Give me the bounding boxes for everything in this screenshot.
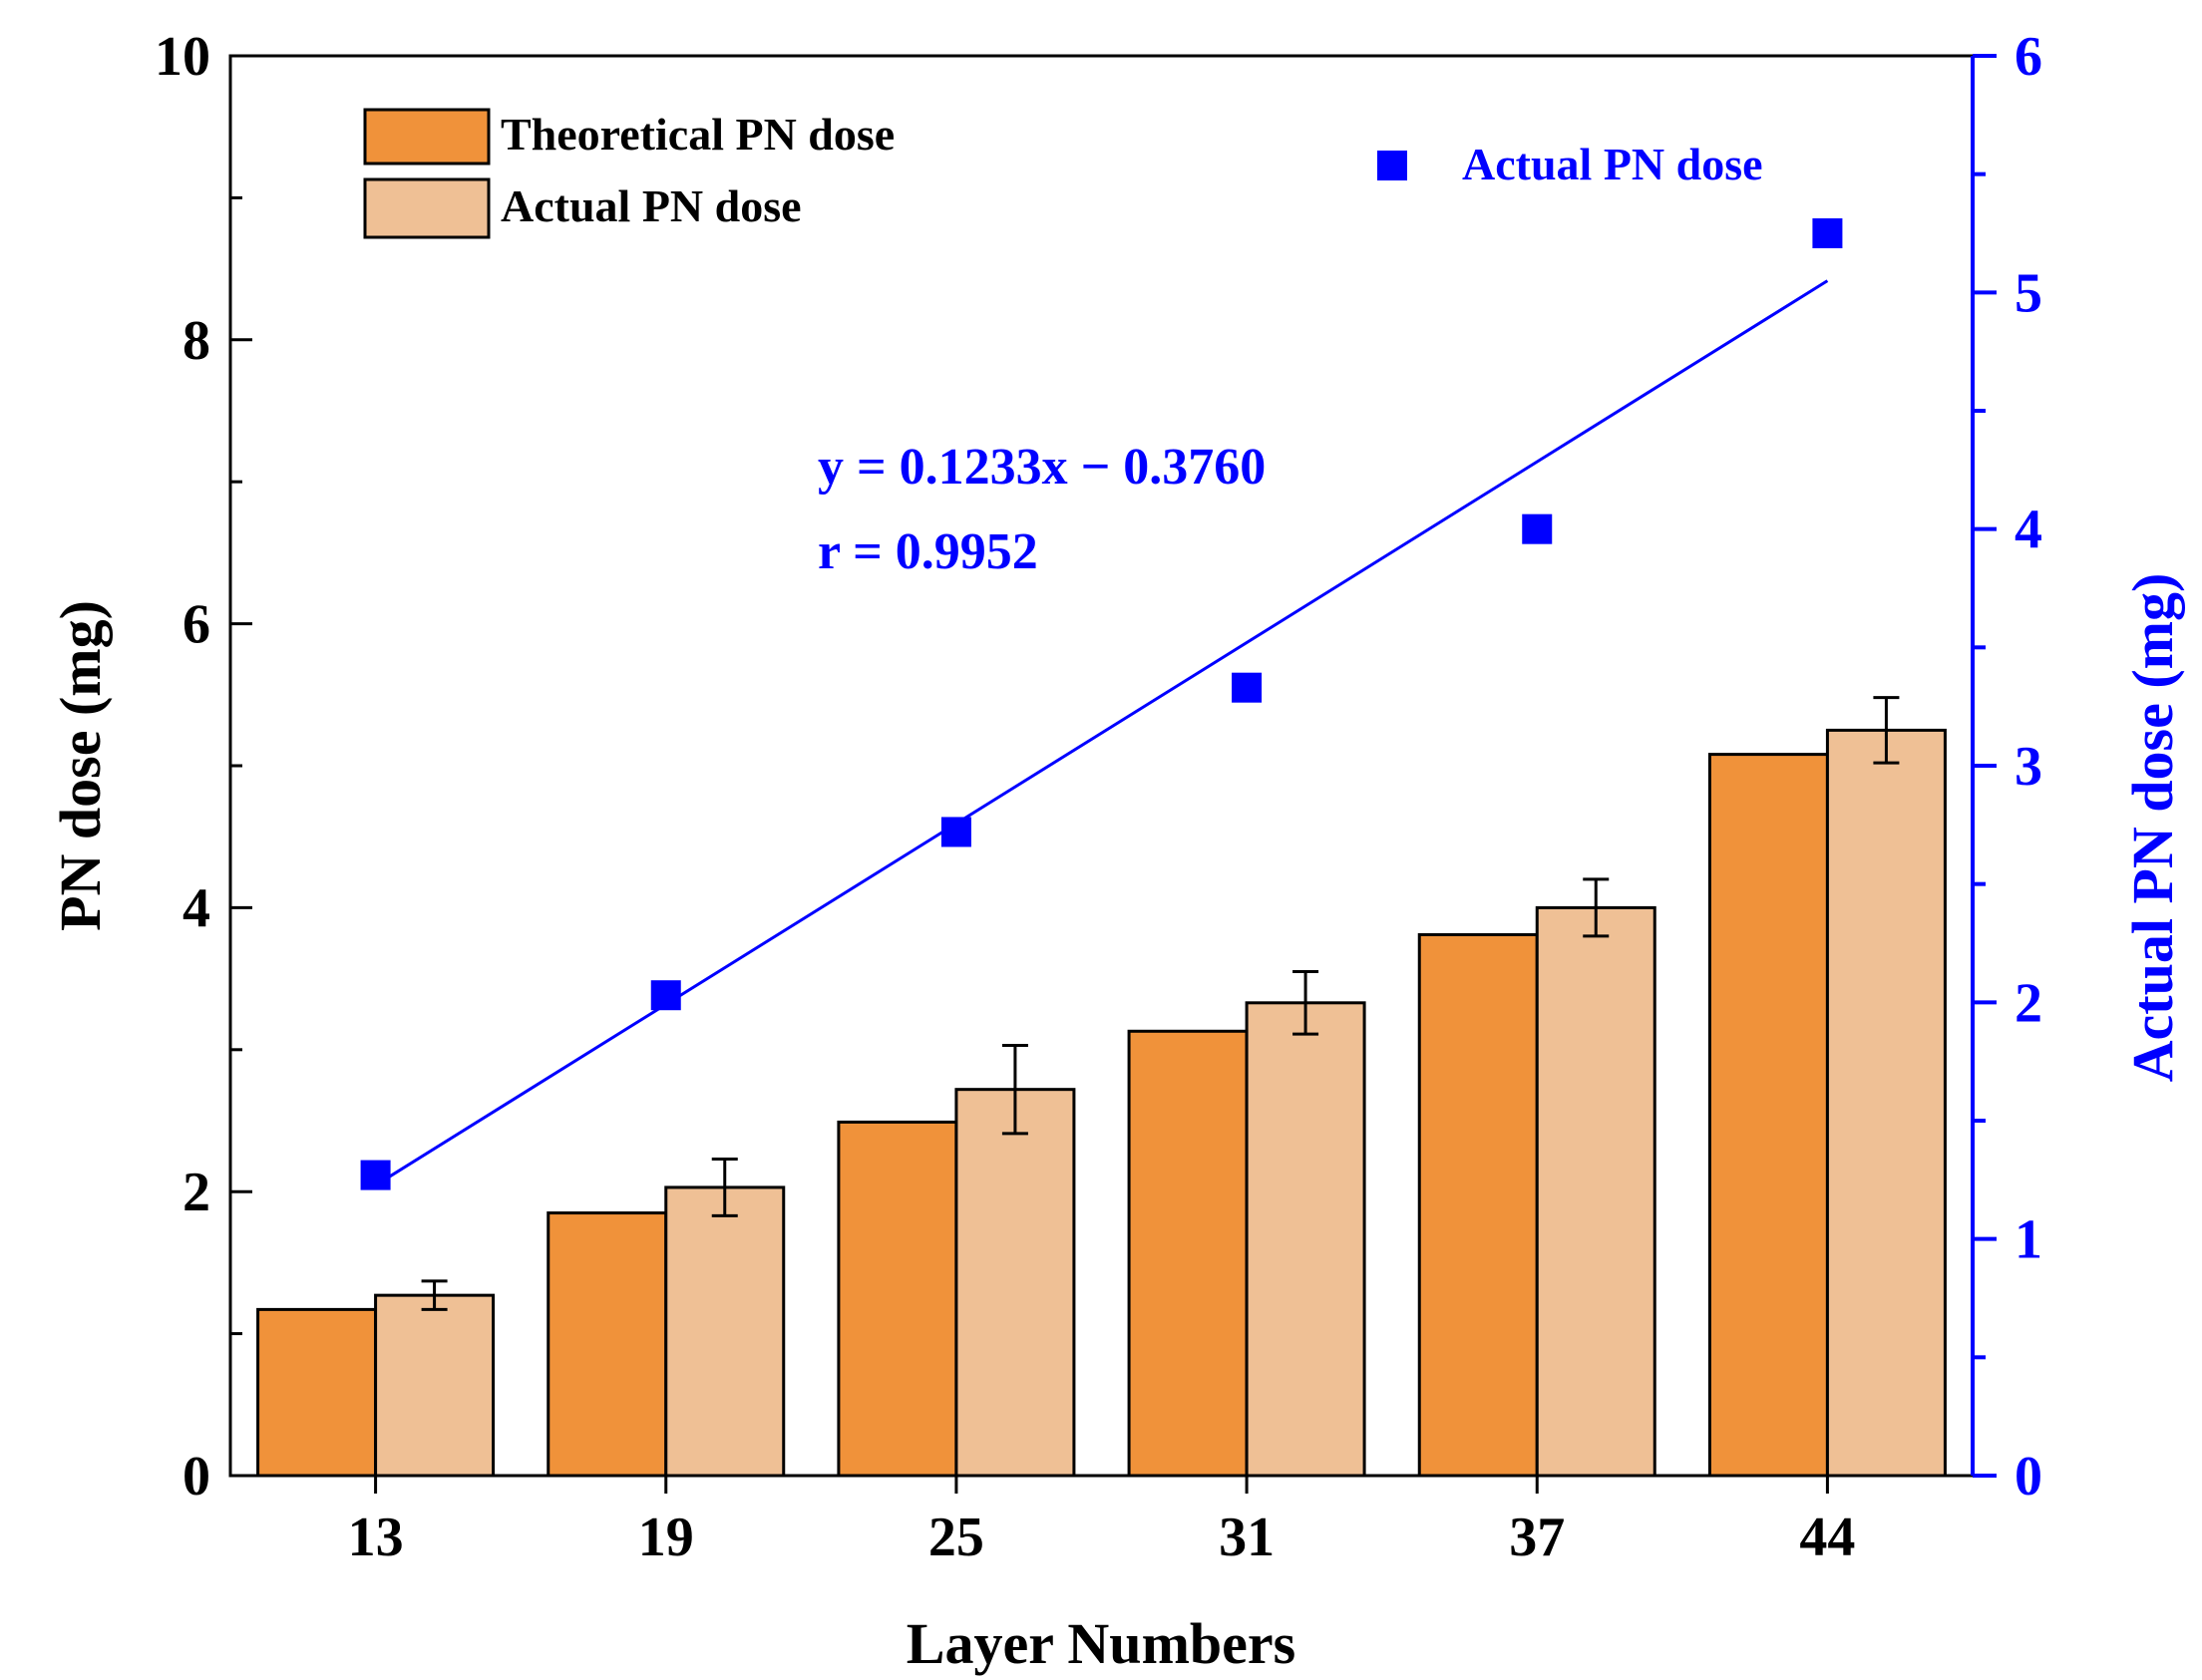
legend-swatch-theoretical	[363, 108, 491, 166]
scatter-point-13	[360, 1160, 391, 1190]
scatter-layer	[360, 218, 1843, 1190]
scatter-point-19	[650, 980, 681, 1011]
right-axis-ticks: 0 1 2 3 4 5 6	[1973, 26, 2042, 1508]
legend-marker-scatter	[1377, 151, 1407, 180]
y-tick-label-6: 6	[183, 594, 210, 656]
bar-actual-37	[1535, 905, 1656, 1478]
bar-actual-44	[1825, 728, 1947, 1478]
bar-theoretical-44	[1707, 753, 1829, 1478]
x-tick-label-37: 37	[1509, 1507, 1565, 1568]
y2-tick-label-3: 3	[2015, 736, 2042, 798]
bar-theoretical-25	[837, 1120, 958, 1478]
bar-actual-19	[664, 1185, 786, 1478]
y2-tick-label-0: 0	[2015, 1446, 2042, 1508]
left-axis-ticks: 0 2 4 6 8 10	[155, 26, 252, 1508]
legend-label-scatter: Actual PN dose	[1462, 139, 1763, 189]
y2-tick-label-1: 1	[2015, 1209, 2042, 1271]
x-axis-ticks: 13 19 25 31 37 44	[348, 1476, 1855, 1568]
bar-theoretical-19	[547, 1211, 668, 1478]
y2-axis-title: Actual PN dose (mg)	[2120, 573, 2185, 1083]
bar-actual-25	[954, 1088, 1076, 1478]
fit-r-value: r = 0.9952	[818, 523, 1038, 580]
x-axis-title: Layer Numbers	[907, 1611, 1295, 1676]
legend-label-theoretical: Theoretical PN dose	[501, 109, 895, 160]
errorbar-layer	[421, 696, 1900, 1311]
y2-tick-label-4: 4	[2015, 500, 2042, 561]
y-tick-label-8: 8	[183, 310, 210, 372]
x-tick-label-31: 31	[1219, 1507, 1275, 1568]
bar-theoretical-31	[1127, 1029, 1249, 1478]
scatter-legend: Actual PN dose	[1377, 139, 1763, 189]
bar-theoretical-37	[1417, 932, 1539, 1478]
x-tick-label-25: 25	[928, 1507, 984, 1568]
legend-label-actual: Actual PN dose	[501, 180, 802, 231]
scatter-point-25	[940, 817, 971, 847]
x-tick-label-13: 13	[348, 1507, 404, 1568]
y-tick-label-2: 2	[183, 1162, 210, 1223]
bar-theoretical-13	[256, 1307, 378, 1478]
x-tick-label-19: 19	[638, 1507, 694, 1568]
fit-equation: y = 0.1233x − 0.3760	[818, 439, 1266, 496]
y-tick-label-10: 10	[155, 26, 210, 88]
fit-line	[374, 279, 1829, 1187]
y-tick-label-4: 4	[183, 877, 210, 939]
bar-legend: Theoretical PN dose Actual PN dose	[363, 108, 895, 239]
scatter-point-44	[1812, 218, 1843, 248]
x-tick-label-44: 44	[1799, 1507, 1855, 1568]
y2-tick-label-6: 6	[2015, 26, 2042, 88]
bar-actual-31	[1245, 1001, 1366, 1478]
y2-tick-label-5: 5	[2015, 262, 2042, 324]
bar-actual-13	[374, 1293, 496, 1478]
bars-layer	[256, 728, 1947, 1478]
fit-line-layer	[374, 279, 1829, 1187]
y2-tick-label-2: 2	[2015, 972, 2042, 1034]
y-tick-label-0: 0	[183, 1446, 210, 1508]
y-axis-title: PN dose (mg)	[48, 600, 113, 931]
scatter-point-37	[1522, 513, 1553, 544]
legend-swatch-actual	[363, 177, 491, 239]
scatter-point-31	[1232, 672, 1263, 703]
